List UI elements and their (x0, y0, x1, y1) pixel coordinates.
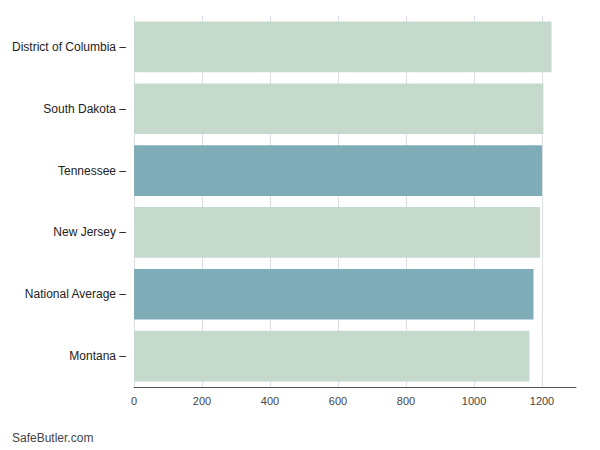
svg-text:600: 600 (329, 395, 347, 407)
svg-text:South Dakota –: South Dakota – (43, 102, 126, 116)
svg-text:District of Columbia –: District of Columbia – (12, 40, 126, 54)
svg-text:0: 0 (131, 395, 137, 407)
svg-text:400: 400 (261, 395, 279, 407)
svg-text:800: 800 (397, 395, 415, 407)
svg-text:Montana –: Montana – (69, 349, 126, 363)
svg-text:200: 200 (193, 395, 211, 407)
svg-text:National Average –: National Average – (25, 287, 127, 301)
svg-text:New Jersey –: New Jersey – (53, 225, 126, 239)
svg-text:SafeButler.com: SafeButler.com (12, 431, 93, 445)
svg-text:1000: 1000 (462, 395, 486, 407)
svg-text:Tennessee –: Tennessee – (58, 164, 126, 178)
svg-text:1200: 1200 (530, 395, 554, 407)
